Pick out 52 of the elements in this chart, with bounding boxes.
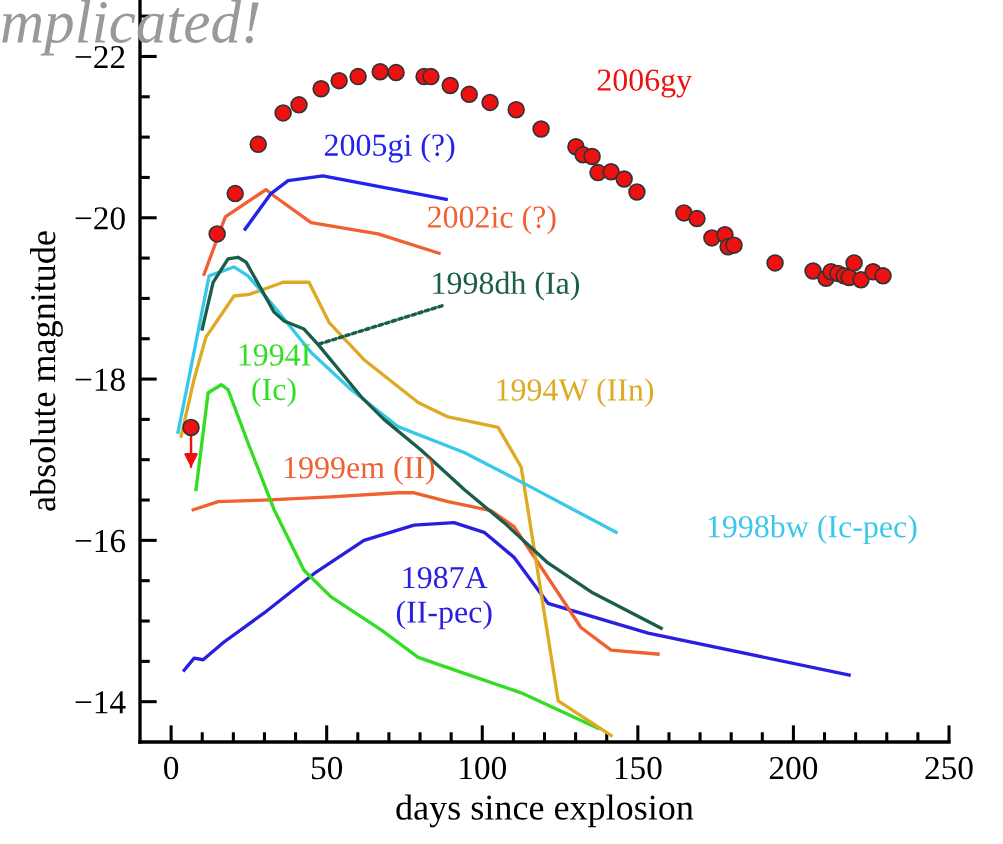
point (249, 135, 267, 154)
y-tick-label: −18 (75, 368, 125, 391)
point (274, 104, 292, 122)
point (312, 79, 330, 98)
point (688, 209, 706, 228)
point (349, 67, 367, 86)
x-tick-label: 200 (769, 756, 818, 780)
y-tick-label: −16 (75, 529, 126, 553)
point (852, 271, 870, 289)
series-label: 1987A (II-pec) (396, 566, 492, 630)
text: 1998bw (Ic-pec) (708, 515, 917, 545)
point (804, 262, 822, 280)
point (330, 71, 348, 90)
line-series (200, 255, 663, 630)
x-tick-label: 150 (615, 756, 662, 780)
series-label: 2005gi (?) (324, 133, 455, 163)
point (441, 76, 459, 95)
point (602, 163, 620, 181)
point (208, 225, 226, 243)
y-tick-label: −20 (75, 207, 125, 230)
point (460, 85, 478, 104)
series-label: 2006gy (597, 69, 693, 98)
point (422, 67, 440, 86)
point (532, 120, 550, 138)
y-tick-label: −14 (75, 691, 126, 714)
point (725, 236, 743, 254)
series-label: 1999em (II) (284, 455, 435, 485)
point (507, 100, 525, 119)
point (766, 254, 784, 272)
point (481, 93, 499, 112)
x-tick-label: 250 (925, 756, 973, 780)
line-series (191, 491, 660, 656)
point (874, 267, 892, 285)
x-tick-label: 50 (311, 756, 343, 780)
text: 1998dh (Ia) (433, 271, 580, 301)
point (371, 63, 389, 81)
point (387, 63, 405, 82)
point (615, 170, 633, 188)
point (845, 254, 863, 272)
point (675, 204, 693, 222)
series-label: 1994W (IIn) (497, 378, 654, 408)
point (628, 183, 646, 201)
x-tick-label: 100 (460, 756, 506, 780)
x-tick-label: 0 (164, 756, 179, 780)
point (226, 184, 244, 203)
series-label: 2002ic (?) (428, 205, 556, 235)
point (182, 418, 200, 437)
y-axis-title: absolute magnitude (30, 231, 63, 511)
x-axis-title: days since explosion (396, 794, 694, 828)
series-label: 1994I (Ic) (239, 344, 311, 407)
point (290, 96, 308, 114)
point (583, 147, 601, 166)
